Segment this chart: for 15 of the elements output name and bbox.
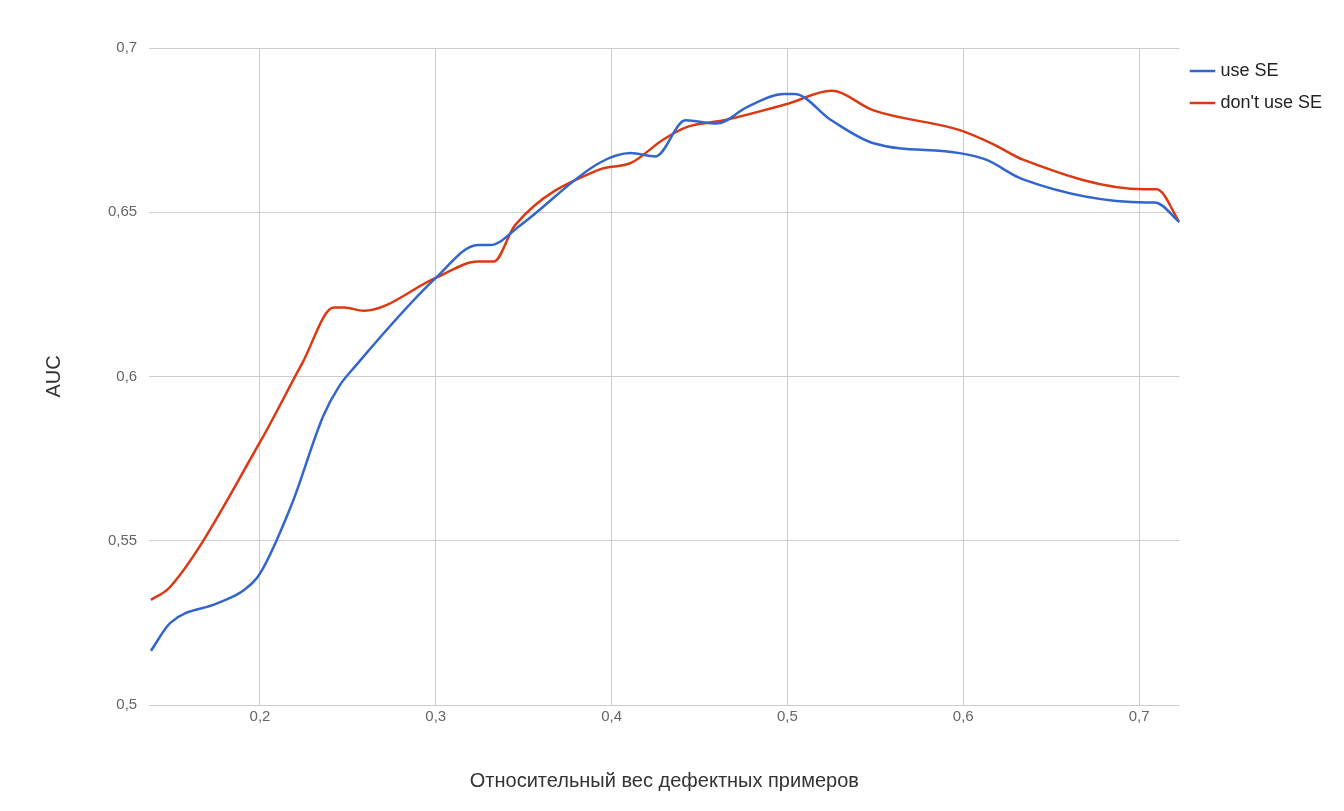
x-tick-label: 0,4 bbox=[601, 707, 623, 725]
legend-label: use SE bbox=[1220, 59, 1279, 80]
x-tick-label: 0,2 bbox=[249, 707, 271, 725]
x-tick-label: 0,6 bbox=[952, 707, 974, 725]
y-tick-label: 0,55 bbox=[107, 530, 138, 548]
y-tick-label: 0,5 bbox=[116, 695, 138, 713]
x-tick-label: 0,7 bbox=[1128, 707, 1150, 725]
y-axis-title: AUC bbox=[41, 355, 64, 398]
x-tick-label: 0,5 bbox=[776, 707, 798, 725]
y-tick-label: 0,65 bbox=[107, 202, 138, 220]
y-tick-label: 0,6 bbox=[116, 366, 138, 384]
x-tick-label: 0,3 bbox=[425, 707, 447, 725]
legend-label: don't use SE bbox=[1220, 91, 1323, 112]
x-axis-title: Относительный вес дефектных примеров bbox=[469, 768, 859, 791]
y-tick-label: 0,7 bbox=[116, 38, 138, 56]
